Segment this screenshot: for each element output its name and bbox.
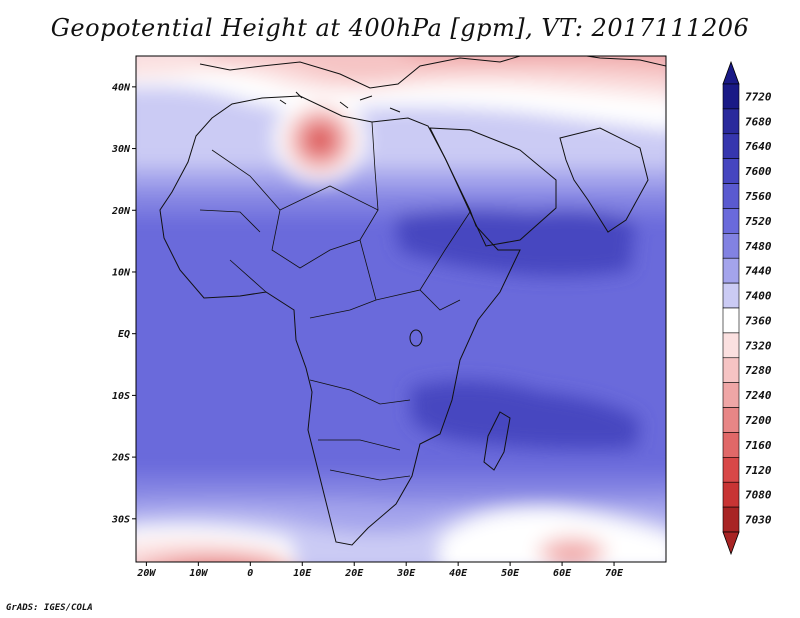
lat-tick-label: 10S [112,391,130,402]
colorbar-label: 7030 [745,514,772,527]
lat-tick-label: EQ [118,329,130,340]
colorbar-label: 7120 [745,464,772,477]
madagascar-outline [483,411,511,471]
colorbar-label: 7440 [745,265,772,278]
colorbar-label: 7520 [745,215,772,228]
plot-frame [135,55,667,563]
colorbar-swatch [722,282,740,309]
colorbar-label: 7560 [745,190,772,203]
lon-tick-label: 60E [553,568,572,579]
lon-tick-label: 70E [605,568,624,579]
lat-tick-label: 40N [112,82,131,93]
lat-tick-label: 30N [111,144,131,155]
lat-tick-label: 10N [112,267,131,278]
colorbar-label: 7320 [745,339,772,352]
arabia-outline [429,127,557,247]
colorbar-over-arrow [722,60,740,85]
india-outline [559,127,649,233]
lon-tick-label: 30E [396,568,416,579]
colorbar-label: 7160 [745,439,772,452]
colorbar-swatch [722,332,740,359]
colorbar-swatch [722,382,740,408]
colorbar-swatch [722,133,740,159]
colorbar-swatch [722,83,740,110]
lon-tick-label: 10E [293,568,312,579]
colorbar-label: 7640 [745,140,772,153]
colorbar-label: 7200 [745,414,772,427]
mediterranean-islands [279,91,401,113]
colorbar-label: 7080 [745,489,772,502]
lat-tick-label: 20S [111,453,130,464]
colorbar-swatch [722,357,740,383]
colorbar: 7720 7680 7640 7600 7560 7520 7480 7440 7400 7360… [722,60,772,556]
lat-tick-label: 20N [111,206,131,217]
lon-tick-label: 50E [501,568,520,579]
colorbar-swatch [722,407,740,433]
colorbar-label: 7480 [745,240,772,253]
coastlines [159,56,666,546]
colorbar-label: 7400 [745,290,772,303]
lon-tick-label: 10W [189,568,208,579]
colorbar-label: 7720 [745,90,772,103]
lon-tick-label: 0 [247,568,253,579]
colorbar-swatch [722,481,740,508]
colorbar-swatch [722,183,740,209]
colorbar-swatch [722,432,740,458]
colorbar-swatch [722,307,740,334]
longitude-axis: 20W 10W 0 10E 20E 30E 40E 50E 60E 70E [136,562,624,579]
lon-tick-label: 20E [344,568,364,579]
colorbar-label: 7360 [745,314,772,327]
colorbar-label: 7240 [745,389,772,402]
colorbar-swatch [722,257,740,284]
africa-outline [159,95,521,546]
colorbar-swatch [722,233,740,259]
lon-tick-label: 40E [449,568,468,579]
lat-tick-label: 30S [111,514,130,525]
colorbar-swatch [722,208,740,234]
colorbar-label: 7280 [745,364,772,377]
political-borders [199,121,471,481]
colorbar-swatch [722,158,740,184]
colorbar-under-arrow [722,531,740,556]
colorbar-label: 7600 [745,165,772,178]
colorbar-swatch [722,457,740,483]
colorbar-swatch [722,108,740,135]
colorbar-label: 7680 [745,115,772,128]
colorbar-swatch [722,506,740,533]
latitude-axis: 40N 30N 20N 10N EQ 10S 20S 30S [111,82,136,525]
height-field [136,56,666,562]
lon-tick-label: 20W [136,568,156,579]
map-title: Geopotential Height at 400hPa [gpm], VT:… [50,14,750,42]
credit-text: GrADS: IGES/COLA [6,603,93,613]
